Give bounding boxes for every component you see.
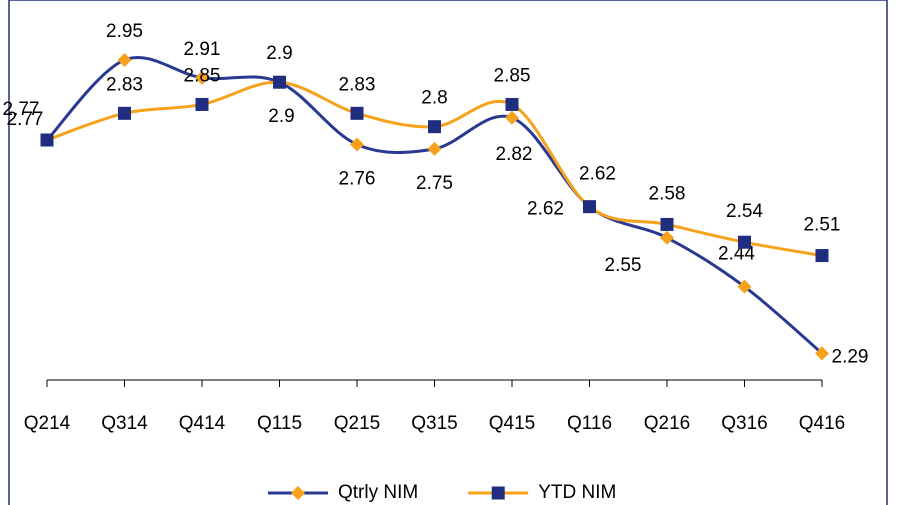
- x-tick-label: Q416: [799, 413, 845, 434]
- data-point: [195, 70, 209, 85]
- data-label: 2.54: [726, 201, 763, 222]
- data-label: 2.9: [268, 106, 294, 127]
- data-label: 2.85: [494, 65, 531, 86]
- data-label: 2.8: [421, 88, 447, 109]
- x-tick-label: Q216: [644, 413, 690, 434]
- data-label: 2.82: [496, 144, 533, 165]
- data-label: 2.62: [579, 164, 616, 185]
- legend-label: YTD NIM: [538, 482, 616, 503]
- data-point: [117, 53, 132, 67]
- data-point: [118, 106, 131, 120]
- data-point: [350, 137, 364, 152]
- data-label: 2.58: [649, 183, 686, 204]
- data-label: 2.83: [106, 74, 143, 95]
- data-label: 2.44: [718, 244, 755, 265]
- data-point: [815, 249, 829, 263]
- data-point: [815, 346, 829, 361]
- data-label: 2.91: [184, 39, 221, 60]
- x-tick-label: Q415: [489, 413, 535, 434]
- data-point: [660, 230, 674, 245]
- x-tick-label: Q115: [257, 413, 302, 434]
- data-label: 2.51: [804, 215, 841, 236]
- data-point: [660, 217, 674, 231]
- data-point: [505, 97, 519, 111]
- data-label: 2.83: [339, 74, 376, 95]
- data-point: [273, 75, 286, 89]
- data-point: [427, 141, 442, 156]
- x-tick-label: Q414: [179, 413, 226, 434]
- data-label: 2.55: [605, 255, 642, 276]
- data-label: 2.9: [266, 43, 292, 64]
- legend-marker: [491, 486, 505, 500]
- data-label: 2.77: [7, 109, 44, 130]
- data-point: [737, 279, 752, 294]
- data-label: 2.62: [527, 199, 564, 220]
- chart-frame: [8, 0, 888, 505]
- x-tick-label: Q215: [334, 413, 380, 434]
- x-tick-label: Q214: [24, 413, 71, 434]
- data-point: [428, 120, 441, 134]
- x-tick-label: Q316: [721, 413, 767, 434]
- data-point: [738, 235, 751, 249]
- data-point: [505, 110, 519, 125]
- data-label: 2.85: [184, 65, 221, 86]
- data-point: [583, 200, 596, 214]
- legend-marker: [291, 486, 305, 500]
- data-label: 2.29: [832, 346, 869, 367]
- data-label: 2.75: [416, 173, 453, 194]
- x-tick-label: Q116: [567, 413, 612, 434]
- legend-label: Qtrly NIM: [338, 482, 418, 503]
- x-tick-label: Q314: [101, 413, 148, 434]
- data-label: 2.95: [106, 21, 143, 42]
- data-point: [350, 106, 364, 120]
- data-point: [40, 133, 54, 147]
- data-point: [195, 97, 209, 111]
- data-label: 2.76: [339, 168, 376, 189]
- data-label: 2.77: [3, 99, 40, 120]
- x-tick-label: Q315: [411, 413, 457, 434]
